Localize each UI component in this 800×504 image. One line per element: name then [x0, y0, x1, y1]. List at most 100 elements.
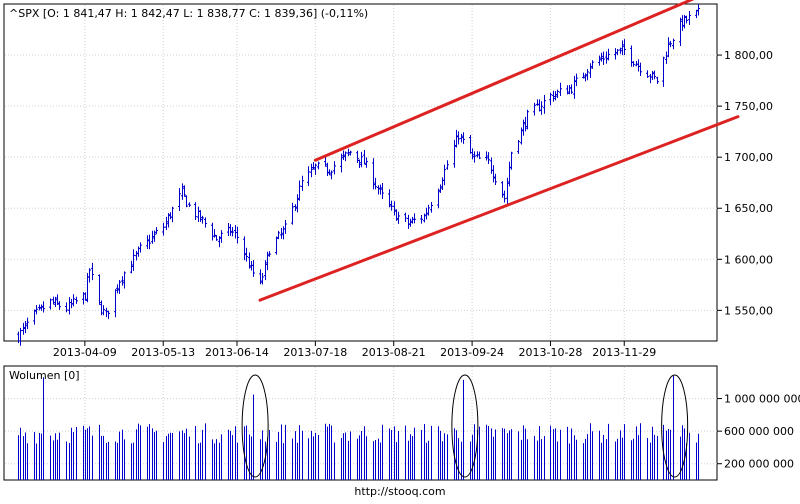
candle — [653, 70, 656, 80]
candle — [151, 230, 154, 244]
price-y-tick-label: 1 600,00 — [724, 253, 773, 266]
candle — [344, 151, 347, 162]
candle — [153, 230, 156, 242]
candle — [201, 215, 204, 224]
volume-ellipses — [241, 374, 689, 478]
volume-grid — [5, 367, 717, 480]
candle — [65, 302, 68, 313]
candle — [358, 159, 361, 168]
candle — [24, 320, 27, 334]
candle — [453, 139, 456, 168]
trendline — [313, 0, 695, 162]
candle — [194, 202, 197, 221]
candle — [56, 294, 59, 306]
candle — [291, 202, 294, 225]
candle — [330, 170, 333, 180]
candle — [365, 157, 368, 168]
candle — [570, 84, 573, 94]
candle — [621, 40, 624, 56]
candle — [540, 101, 543, 115]
candle — [492, 165, 495, 183]
candle — [589, 63, 592, 78]
candle — [312, 162, 315, 170]
price-y-tick-label: 1 650,00 — [724, 202, 773, 215]
candle — [266, 251, 269, 271]
candle — [183, 185, 186, 197]
candle — [430, 202, 433, 213]
candle — [243, 236, 246, 261]
volume-highlight-ellipse — [241, 374, 269, 478]
candle — [220, 230, 223, 243]
price-x-axis: 2013-04-09 2013-05-13 2013-06-14 2013-07-18… — [53, 341, 656, 359]
candle — [199, 210, 202, 222]
candle — [123, 271, 126, 289]
candle — [88, 268, 91, 283]
candle — [40, 304, 43, 311]
candle — [607, 48, 610, 61]
candle — [310, 163, 313, 178]
candle — [683, 14, 686, 29]
candle — [388, 189, 391, 208]
candle — [118, 280, 121, 294]
candle — [167, 213, 170, 228]
candle — [148, 234, 151, 250]
candle — [38, 304, 41, 311]
candle — [333, 161, 336, 175]
candle — [98, 274, 101, 305]
candle — [139, 242, 142, 253]
candle — [413, 213, 416, 224]
candle — [494, 173, 497, 186]
candle — [307, 166, 310, 186]
candle — [517, 139, 520, 154]
candle — [522, 119, 525, 136]
candle — [42, 301, 45, 313]
candle — [22, 322, 25, 335]
candle — [328, 169, 331, 176]
price-x-tick-label: 2013-07-18 — [283, 346, 347, 359]
volume-y-axis: 200 000 000 600 000 000 1 000 000 000 — [717, 393, 800, 471]
candle — [248, 252, 251, 269]
candle — [284, 219, 287, 234]
candle — [425, 207, 428, 220]
price-x-tick-label: 2013-08-21 — [362, 346, 426, 359]
candle — [605, 51, 608, 64]
candle — [679, 17, 682, 47]
candle — [688, 10, 691, 25]
candle — [381, 182, 384, 200]
candle — [91, 262, 94, 281]
volume-panel-frame — [3, 365, 718, 481]
candle — [575, 73, 578, 87]
candle — [264, 260, 267, 281]
trendlines — [258, 0, 740, 302]
candle — [165, 216, 168, 231]
volume-highlight-ellipse — [451, 374, 479, 478]
candle — [646, 70, 649, 78]
candle — [132, 249, 135, 271]
candle — [162, 222, 165, 236]
source-link[interactable]: http://stooq.com — [354, 485, 445, 498]
candle — [171, 206, 174, 223]
candle — [114, 289, 117, 318]
candle — [49, 298, 52, 310]
candle — [326, 162, 329, 177]
candle — [317, 161, 320, 170]
candle — [245, 247, 248, 262]
candle — [84, 292, 87, 301]
volume-title: Wolumen [0] — [9, 369, 80, 382]
candle — [390, 200, 393, 211]
candle — [26, 317, 29, 330]
price-x-tick-label: 2013-10-28 — [519, 346, 583, 359]
candle — [54, 296, 57, 308]
candle — [584, 73, 587, 82]
candle — [503, 190, 506, 203]
candle — [409, 218, 412, 227]
candle — [213, 229, 216, 238]
candles-series — [17, 3, 700, 346]
candle — [296, 194, 299, 213]
candle — [573, 75, 576, 99]
candle — [116, 284, 119, 294]
price-y-tick-label: 1 800,00 — [724, 49, 773, 62]
candle — [349, 150, 352, 156]
candle — [102, 305, 105, 316]
